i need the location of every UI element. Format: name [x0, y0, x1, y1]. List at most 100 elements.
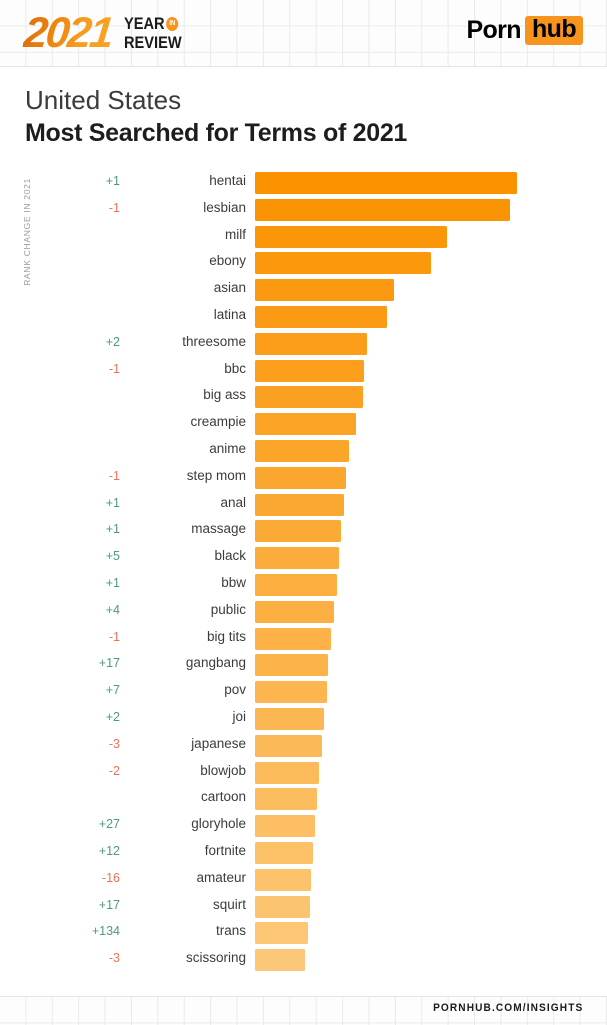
bar-track [255, 654, 585, 677]
chart-row: milf [0, 224, 607, 251]
bar [255, 198, 510, 221]
bar [255, 627, 332, 650]
chart-row: +1 hentai [0, 170, 607, 197]
rank-change-label: +5 [105, 549, 120, 564]
bar-track [255, 520, 585, 543]
logo-year-line1-row: YEAR IN [124, 15, 182, 32]
bar-track [255, 895, 585, 918]
search-term-label: public [210, 601, 246, 617]
bar-track [255, 788, 585, 811]
bar-track [255, 305, 585, 328]
rank-change-label: +27 [98, 817, 120, 832]
chart-row: -16 amateur [0, 867, 607, 894]
bar-track [255, 225, 585, 248]
chart-row: -1 lesbian [0, 197, 607, 224]
chart-row: +1 massage [0, 518, 607, 545]
search-term-label: joi [232, 708, 246, 724]
search-term-label: big ass [203, 387, 246, 403]
chart-row: +27 gloryhole [0, 813, 607, 840]
rank-change-label: -3 [108, 951, 120, 966]
search-term-label: asian [213, 280, 246, 296]
bar-chart: +1 hentai -1 lesbian milf ebony asian latina +2 t… [0, 170, 607, 974]
search-term-label: trans [215, 923, 246, 939]
bar [255, 305, 388, 328]
search-term-label: gangbang [185, 655, 246, 671]
bar [255, 681, 328, 704]
chart-row: +4 public [0, 599, 607, 626]
chart-row: -3 scissoring [0, 947, 607, 974]
logo-year-text-stack: YEAR IN REVIEW [124, 15, 191, 51]
rank-change-label: -1 [108, 468, 120, 483]
logo-year-number: 2021 [22, 9, 118, 57]
search-term-label: anime [209, 440, 246, 456]
chart-row: +5 black [0, 545, 607, 572]
search-term-label: lesbian [203, 199, 246, 215]
bar-track [255, 815, 585, 838]
bar [255, 439, 350, 462]
rank-change-label: +2 [105, 709, 120, 724]
bar [255, 734, 323, 757]
page-subtitle-country: United States [25, 85, 182, 115]
chart-row: asian [0, 277, 607, 304]
rank-change-label: -1 [108, 361, 120, 376]
rank-change-label: -1 [108, 200, 120, 215]
search-term-label: cartoon [200, 789, 246, 805]
rank-change-label: +7 [105, 683, 120, 698]
search-term-label: japanese [191, 735, 246, 751]
chart-row: big ass [0, 384, 607, 411]
bar [255, 279, 395, 302]
search-term-label: ebony [209, 253, 246, 269]
bar [255, 359, 364, 382]
chart-row: +2 threesome [0, 331, 607, 358]
search-term-label: amateur [196, 869, 246, 885]
chart-row: +2 joi [0, 706, 607, 733]
search-term-label: latina [213, 306, 246, 322]
search-term-label: black [214, 548, 246, 564]
chart-row: cartoon [0, 786, 607, 813]
search-term-label: anal [220, 494, 246, 510]
search-term-label: threesome [182, 333, 246, 349]
header-grid-background [0, 0, 607, 67]
search-term-label: blowjob [200, 762, 246, 778]
bar-track [255, 386, 585, 409]
bar-track [255, 573, 585, 596]
rank-change-label: +4 [105, 602, 120, 617]
bar-track [255, 627, 585, 650]
search-term-label: bbc [224, 360, 246, 376]
chart-row: anime [0, 438, 607, 465]
rank-change-label: +1 [105, 495, 120, 510]
bar [255, 654, 329, 677]
bar-track [255, 439, 585, 462]
chart-row: -2 blowjob [0, 760, 607, 787]
bar-track [255, 279, 585, 302]
bar [255, 815, 315, 838]
year-in-review-logo: 2021 YEAR IN REVIEW [22, 9, 191, 57]
search-term-label: big tits [206, 628, 246, 644]
footer-grid-background [0, 996, 607, 1025]
bar-track [255, 600, 585, 623]
bar-track [255, 868, 585, 891]
bar [255, 252, 431, 275]
logo-year-label: YEAR [123, 14, 165, 33]
search-term-label: fortnite [204, 842, 246, 858]
search-term-label: step mom [186, 467, 246, 483]
bar [255, 841, 313, 864]
footer-url: PORNHUB.COM/INSIGHTS [432, 1002, 583, 1014]
bar-track [255, 466, 585, 489]
bar-track [255, 707, 585, 730]
search-term-label: hentai [209, 173, 246, 188]
chart-row: -1 step mom [0, 465, 607, 492]
chart-row: +17 squirt [0, 894, 607, 921]
rank-change-label: -1 [108, 629, 120, 644]
chart-row: latina [0, 304, 607, 331]
chart-row: +17 gangbang [0, 652, 607, 679]
bar-track [255, 252, 585, 275]
bar [255, 547, 340, 570]
title-block: United States Most Searched for Terms of… [25, 84, 407, 148]
search-term-label: pov [224, 682, 246, 698]
bar [255, 922, 308, 945]
bar [255, 868, 311, 891]
search-term-label: milf [225, 226, 246, 242]
bar [255, 573, 338, 596]
